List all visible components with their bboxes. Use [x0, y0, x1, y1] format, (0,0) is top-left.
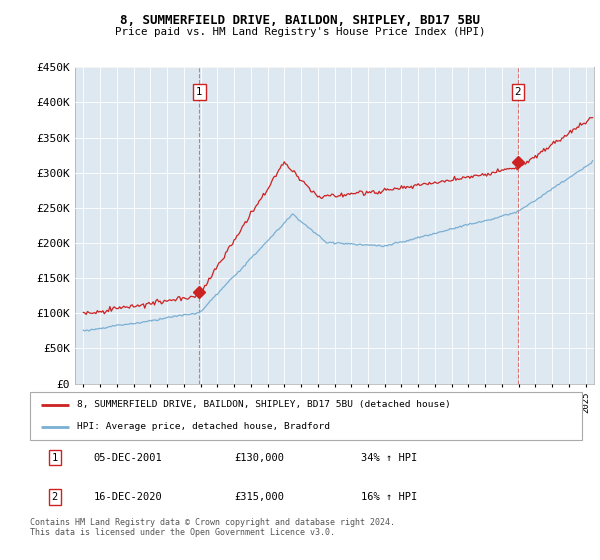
Text: 16-DEC-2020: 16-DEC-2020	[94, 492, 162, 502]
Text: 2: 2	[52, 492, 58, 502]
Text: 2: 2	[515, 87, 521, 97]
Text: 34% ↑ HPI: 34% ↑ HPI	[361, 453, 418, 463]
Text: £315,000: £315,000	[234, 492, 284, 502]
Text: £130,000: £130,000	[234, 453, 284, 463]
FancyBboxPatch shape	[30, 392, 582, 440]
Text: 1: 1	[52, 453, 58, 463]
Text: HPI: Average price, detached house, Bradford: HPI: Average price, detached house, Brad…	[77, 422, 330, 431]
Text: 1: 1	[196, 87, 203, 97]
Text: Price paid vs. HM Land Registry's House Price Index (HPI): Price paid vs. HM Land Registry's House …	[115, 27, 485, 37]
Text: 8, SUMMERFIELD DRIVE, BAILDON, SHIPLEY, BD17 5BU: 8, SUMMERFIELD DRIVE, BAILDON, SHIPLEY, …	[120, 14, 480, 27]
Text: Contains HM Land Registry data © Crown copyright and database right 2024.
This d: Contains HM Land Registry data © Crown c…	[30, 518, 395, 538]
Text: 16% ↑ HPI: 16% ↑ HPI	[361, 492, 418, 502]
Text: 8, SUMMERFIELD DRIVE, BAILDON, SHIPLEY, BD17 5BU (detached house): 8, SUMMERFIELD DRIVE, BAILDON, SHIPLEY, …	[77, 400, 451, 409]
Text: 05-DEC-2001: 05-DEC-2001	[94, 453, 162, 463]
